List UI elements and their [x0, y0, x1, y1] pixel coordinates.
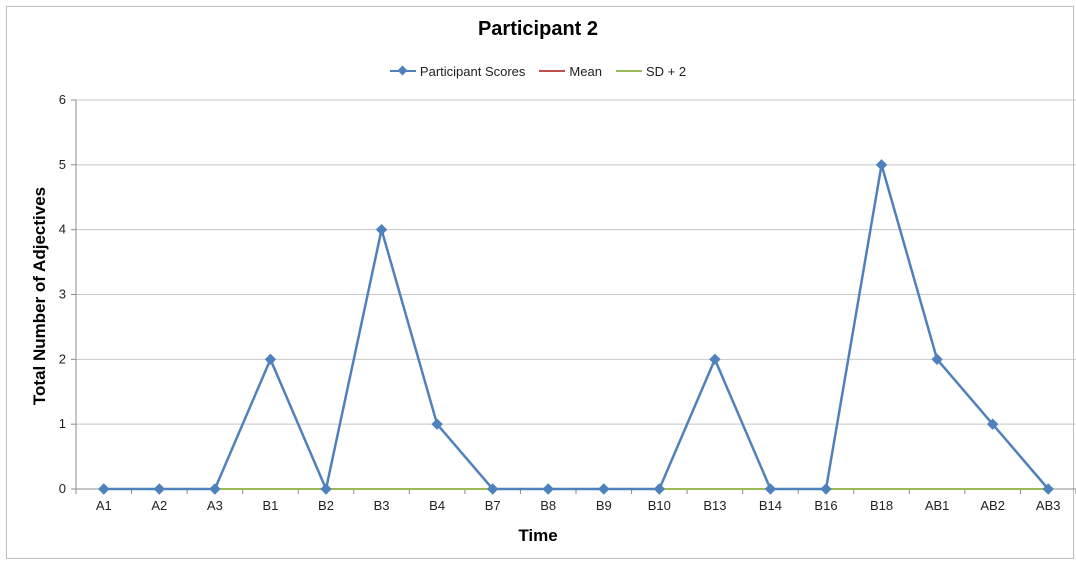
y-tick-label: 4: [59, 222, 66, 237]
x-tick-label: B10: [648, 498, 671, 513]
legend-item-sd2: SD + 2: [615, 63, 687, 79]
legend-label-sd2: SD + 2: [645, 63, 687, 79]
x-tick-label: A2: [151, 498, 167, 513]
x-tick-label: B3: [374, 498, 390, 513]
x-tick-label: B16: [814, 498, 837, 513]
y-tick-label: 3: [59, 287, 66, 302]
x-tick-label: B13: [703, 498, 726, 513]
x-tick-label: AB2: [980, 498, 1005, 513]
legend-item-participant-scores: Participant Scores: [389, 63, 526, 79]
data-point-participant-scores: [653, 483, 666, 495]
data-point-participant-scores: [320, 483, 332, 495]
data-point-participant-scores: [709, 353, 721, 366]
y-tick-label: 6: [59, 92, 66, 107]
x-tick-label: B18: [870, 498, 893, 513]
y-tick-label: 2: [59, 351, 66, 366]
data-point-participant-scores: [153, 483, 166, 495]
x-tick-label: B4: [429, 498, 445, 513]
y-tick-label: 5: [59, 157, 66, 172]
y-tick-label: 1: [59, 416, 66, 431]
series-line-participant-scores: [103, 164, 1050, 494]
x-tick-label: B1: [262, 498, 278, 513]
x-tick-label: B2: [318, 498, 334, 513]
x-tick-label: B14: [759, 498, 782, 513]
data-point-participant-scores: [820, 483, 832, 495]
data-point-participant-scores: [598, 483, 610, 495]
data-point-participant-scores: [542, 483, 554, 495]
legend-swatch-participant-scores: [389, 64, 416, 78]
data-point-participant-scores: [375, 223, 388, 236]
legend-swatch-mean: [539, 64, 566, 78]
chart-legend: Participant Scores Mean SD + 2: [0, 62, 1076, 80]
x-tick-label: B8: [540, 498, 556, 513]
legend-swatch-sd2: [615, 64, 642, 78]
data-point-participant-scores: [264, 353, 277, 366]
data-point-participant-scores: [875, 159, 888, 171]
legend-label-participant-scores: Participant Scores: [419, 63, 526, 79]
x-tick-label: AB3: [1036, 498, 1061, 513]
y-axis-label: Total Number of Adjectives: [30, 186, 49, 406]
x-tick-label: B7: [485, 498, 501, 513]
data-point-participant-scores: [764, 483, 777, 495]
chart-title: Participant 2: [477, 18, 599, 40]
x-tick-label: AB1: [925, 498, 950, 513]
data-point-participant-scores: [1042, 483, 1054, 495]
data-point-participant-scores: [986, 418, 999, 430]
data-point-participant-scores: [486, 483, 499, 495]
chart-frame: [6, 6, 1074, 559]
legend-item-mean: Mean: [539, 64, 602, 79]
data-point-participant-scores: [431, 418, 443, 430]
data-point-participant-scores: [209, 483, 221, 495]
x-tick-label: A1: [96, 498, 112, 513]
data-point-participant-scores: [931, 353, 943, 366]
x-tick-label: B9: [596, 498, 612, 513]
x-tick-label: A3: [207, 498, 223, 513]
y-tick-label: 0: [59, 481, 66, 496]
legend-label-mean: Mean: [569, 63, 602, 79]
data-point-participant-scores: [98, 483, 110, 495]
x-axis-label: Time: [518, 526, 558, 545]
